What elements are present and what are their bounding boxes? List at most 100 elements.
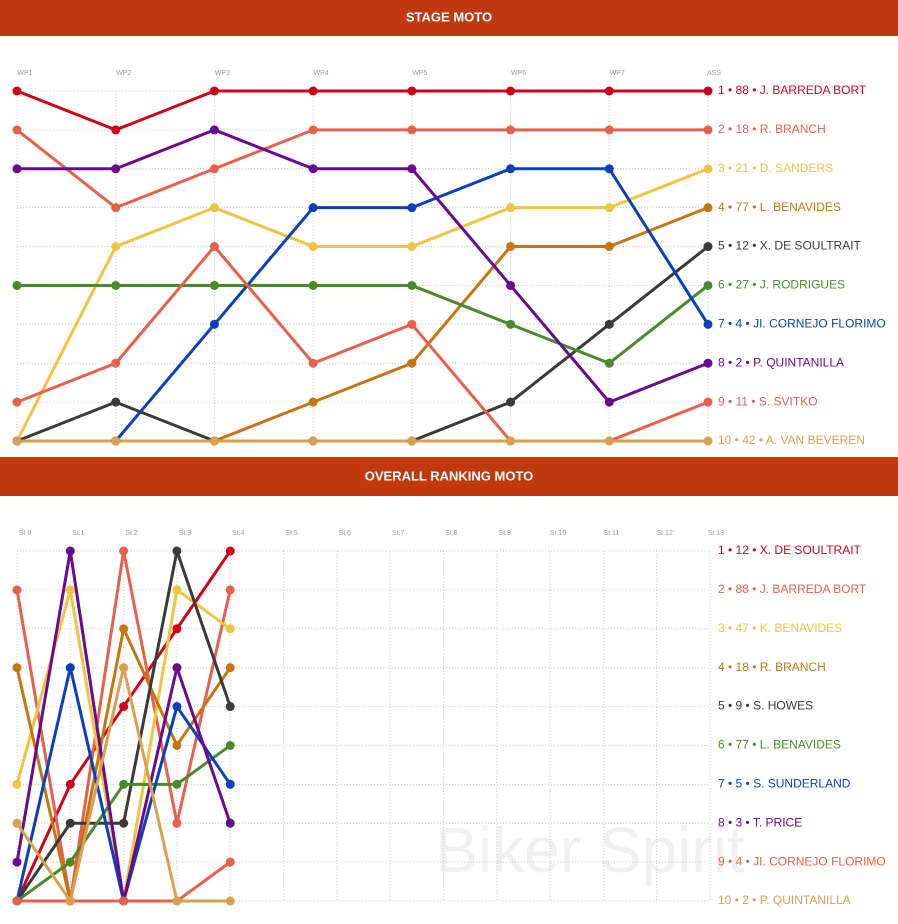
point	[172, 818, 182, 828]
legend-label: 4 • 18 • R. BRANCH	[718, 660, 826, 674]
point	[407, 436, 417, 446]
point	[172, 546, 182, 556]
watermark: Biker Spirit	[435, 814, 745, 886]
point	[407, 358, 417, 368]
point	[703, 242, 713, 252]
point	[225, 585, 235, 595]
point	[225, 740, 235, 750]
point	[12, 86, 22, 96]
point	[119, 818, 129, 828]
point	[604, 358, 614, 368]
x-tick-label: St.11	[603, 530, 619, 537]
point	[225, 896, 235, 906]
x-tick-label: WP6	[511, 70, 526, 77]
point	[506, 319, 516, 329]
point	[111, 436, 121, 446]
point	[604, 397, 614, 407]
legend-label: 2 • 88 • J. BARREDA BORT	[718, 582, 867, 596]
point	[12, 125, 22, 135]
x-tick-label: St.8	[445, 530, 458, 537]
legend-label: 1 • 88 • J. BARREDA BORT	[718, 83, 867, 97]
legend-label: 5 • 12 • X. DE SOULTRAIT	[718, 239, 862, 253]
point	[172, 702, 182, 712]
point	[703, 203, 713, 213]
legend-label: 9 • 4 • JI. CORNEJO FLORIMO	[718, 854, 886, 868]
point	[604, 125, 614, 135]
point	[65, 779, 75, 789]
point	[225, 818, 235, 828]
point	[119, 779, 129, 789]
point	[407, 319, 417, 329]
legend-label: 7 • 4 • JI. CORNEJO FLORIMO	[718, 317, 886, 331]
point	[407, 280, 417, 290]
point	[119, 663, 129, 673]
point	[12, 896, 22, 906]
legend-label: 4 • 77 • L. BENAVIDES	[718, 200, 841, 214]
legend-label: 5 • 9 • S. HOWES	[718, 699, 813, 713]
point	[172, 740, 182, 750]
point	[703, 125, 713, 135]
point	[225, 624, 235, 634]
series-line	[16, 245, 709, 443]
legend-label: 8 • 3 • T. PRICE	[718, 815, 802, 829]
point	[308, 358, 318, 368]
point	[308, 125, 318, 135]
legend-label: 7 • 5 • S. SUNDERLAND	[718, 777, 851, 791]
legend-label: 3 • 47 • K. BENAVIDES	[718, 621, 842, 635]
point	[506, 242, 516, 252]
point	[12, 585, 22, 595]
x-tick-label: St.13	[708, 530, 724, 537]
series-line	[16, 89, 708, 132]
x-tick-label: St.9	[499, 530, 512, 537]
point	[407, 86, 417, 96]
point	[604, 242, 614, 252]
legend-label: 1 • 12 • X. DE SOULTRAIT	[718, 543, 862, 557]
point	[172, 779, 182, 789]
point	[308, 436, 318, 446]
banner	[0, 457, 898, 496]
legend-label: 6 • 27 • J. RODRIGUES	[718, 278, 845, 292]
point	[65, 896, 75, 906]
point	[111, 203, 121, 213]
point	[604, 436, 614, 446]
point	[119, 702, 129, 712]
point	[604, 86, 614, 96]
point	[209, 242, 219, 252]
point	[703, 164, 713, 174]
point	[12, 663, 22, 673]
point	[111, 164, 121, 174]
point	[604, 164, 614, 174]
point	[506, 164, 516, 174]
series-line	[17, 283, 709, 365]
point	[506, 397, 516, 407]
legend-label: 10 • 2 • P. QUINTANILLA	[718, 893, 851, 907]
point	[111, 125, 121, 135]
x-tick-label: ASS	[707, 70, 721, 77]
legend-label: 6 • 77 • L. BENAVIDES	[718, 738, 841, 752]
x-tick-label: WP5	[412, 70, 427, 77]
x-tick-label: WP7	[610, 70, 625, 77]
x-tick-label: St.7	[392, 530, 405, 537]
point	[65, 585, 75, 595]
x-tick-label: WP3	[215, 70, 230, 77]
point	[604, 203, 614, 213]
point	[172, 896, 182, 906]
point	[119, 896, 129, 906]
point	[407, 203, 417, 213]
series-line	[16, 128, 708, 210]
point	[172, 624, 182, 634]
x-tick-label: St.12	[657, 530, 673, 537]
x-tick-label: St.6	[339, 530, 352, 537]
point	[407, 125, 417, 135]
x-tick-label: WP2	[116, 70, 131, 77]
legend-label: 2 • 18 • R. BRANCH	[718, 122, 826, 136]
banner	[0, 0, 898, 36]
point	[119, 546, 129, 556]
point	[12, 779, 22, 789]
point	[209, 436, 219, 446]
point	[111, 242, 121, 252]
x-tick-label: WP4	[314, 70, 329, 77]
point	[111, 358, 121, 368]
point	[308, 203, 318, 213]
